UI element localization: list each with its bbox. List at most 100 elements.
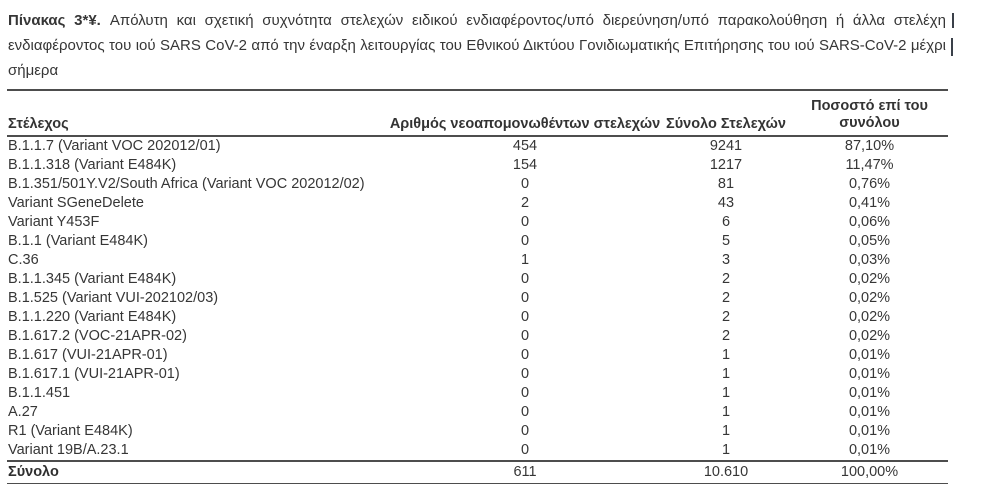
table-row: B.1.1.345 (Variant E484K) 0 2 0,02% [7, 270, 948, 289]
table-caption: Πίνακας 3*¥. Απόλυτη και σχετική συχνότητ… [8, 8, 946, 83]
table-row: B.1.617 (VUI-21APR-01) 0 1 0,01% [7, 346, 948, 365]
new-isolates-cell: 0 [520, 366, 530, 382]
table-row: B.1.1.220 (Variant E484K) 0 2 0,02% [7, 308, 948, 327]
new-isolates-cell: 0 [520, 271, 530, 287]
caption-line-1: Πίνακας 3*¥. Απόλυτη και σχετική συχνότητ… [8, 8, 946, 33]
revision-mark-1 [952, 13, 954, 28]
table-row: Variant 19B/A.23.1 0 1 0,01% [7, 441, 948, 461]
total-strains-cell: 43 [717, 195, 735, 211]
column-header-total-strains: Σύνολο Στελεχών [666, 116, 786, 132]
header-row: Στέλεχος Αριθμός νεοαπομονωθέντων στελεχ… [7, 90, 948, 136]
strain-cell: B.1.1.318 (Variant E484K) [8, 157, 177, 173]
variants-table: Στέλεχος Αριθμός νεοαπομονωθέντων στελεχ… [7, 89, 948, 484]
percent-cell: 0,01% [848, 385, 891, 401]
percent-cell: 0,02% [848, 290, 891, 306]
revision-mark-2 [951, 38, 953, 56]
strain-cell: B.1.1.451 [8, 385, 71, 401]
new-isolates-cell: 0 [520, 214, 530, 230]
table-row: Variant SGeneDelete 2 43 0,41% [7, 194, 948, 213]
table-row: A.27 0 1 0,01% [7, 403, 948, 422]
percent-cell: 0,01% [848, 347, 891, 363]
caption-line-1-text: Απόλυτη και σχετική συχνότητα στελεχών ε… [109, 12, 947, 29]
new-isolates-cell: 0 [520, 385, 530, 401]
table-footer: Σύνολο 611 10.610 100,00% [7, 461, 948, 484]
total-strains-cell: 2 [721, 290, 731, 306]
caption-line-2: ενδιαφέροντος του ιού SARS CoV-2 από την… [8, 37, 946, 54]
strain-cell: Variant 19B/A.23.1 [8, 442, 129, 458]
table-row: B.1.617.1 (VUI-21APR-01) 0 1 0,01% [7, 365, 948, 384]
total-new-isolates: 611 [513, 464, 537, 480]
total-strains-cell: 1 [721, 404, 731, 420]
total-label: Σύνολο [8, 464, 59, 480]
column-header-percent-text: Ποσοστό επί του συνόλου [811, 98, 928, 131]
total-strains-cell: 81 [717, 176, 735, 192]
column-header-new-isolates: Αριθμός νεοαπομονωθέντων στελεχών [389, 116, 661, 132]
new-isolates-cell: 0 [520, 309, 530, 325]
total-row: Σύνολο 611 10.610 100,00% [7, 461, 948, 484]
new-isolates-cell: 0 [520, 290, 530, 306]
new-isolates-cell: 0 [520, 328, 530, 344]
total-strains-cell: 6 [721, 214, 731, 230]
strain-cell: Variant Y453F [8, 214, 100, 230]
table-row: B.1.617.2 (VOC-21APR-02) 0 2 0,02% [7, 327, 948, 346]
percent-cell: 87,10% [844, 138, 895, 154]
table-body: B.1.1.7 (Variant VOC 202012/01) 454 9241… [7, 136, 948, 461]
total-strains-cell: 2 [721, 271, 731, 287]
percent-cell: 0,41% [848, 195, 891, 211]
strain-cell: B.1.617.1 (VUI-21APR-01) [8, 366, 180, 382]
new-isolates-cell: 0 [520, 442, 530, 458]
percent-cell: 11,47% [845, 157, 894, 173]
table-header: Στέλεχος Αριθμός νεοαπομονωθέντων στελεχ… [7, 90, 948, 136]
total-strains-cell: 1 [721, 366, 731, 382]
table-row: B.1.1 (Variant E484K) 0 5 0,05% [7, 232, 948, 251]
new-isolates-cell: 154 [512, 157, 538, 173]
total-strains-cell: 3 [721, 252, 731, 268]
caption-label: Πίνακας 3*¥. [8, 12, 101, 29]
percent-cell: 0,01% [848, 442, 891, 458]
percent-cell: 0,02% [848, 309, 891, 325]
total-strains-cell: 1217 [709, 157, 743, 173]
table-row: R1 (Variant E484K) 0 1 0,01% [7, 422, 948, 441]
total-strains: 10.610 [703, 464, 749, 480]
new-isolates-cell: 0 [520, 423, 530, 439]
document-page: Πίνακας 3*¥. Απόλυτη και σχετική συχνότητ… [0, 8, 982, 484]
total-percent: 100,00% [840, 464, 899, 480]
total-strains-cell: 1 [721, 347, 731, 363]
strain-cell: Variant SGeneDelete [8, 195, 144, 211]
strain-cell: B.1.525 (Variant VUI-202102/03) [8, 290, 219, 306]
percent-cell: 0,01% [848, 366, 891, 382]
column-header-percent: Ποσοστό επί του συνόλου [791, 90, 948, 136]
strain-cell: B.1.1.7 (Variant VOC 202012/01) [8, 138, 221, 154]
table-row: C.36 1 3 0,03% [7, 251, 948, 270]
table-row: B.1.1.318 (Variant E484K) 154 1217 11,47… [7, 156, 948, 175]
table-row: B.1.351/501Y.V2/South Africa (Variant VO… [7, 175, 948, 194]
new-isolates-cell: 0 [520, 233, 530, 249]
total-strains-cell: 2 [721, 328, 731, 344]
total-strains-cell: 1 [721, 442, 731, 458]
total-strains-cell: 9241 [709, 138, 743, 154]
strain-cell: B.1.1 (Variant E484K) [8, 233, 148, 249]
percent-cell: 0,05% [848, 233, 891, 249]
total-strains-cell: 2 [721, 309, 731, 325]
total-strains-cell: 5 [721, 233, 731, 249]
total-strains-cell: 1 [721, 385, 731, 401]
strain-cell: B.1.617.2 (VOC-21APR-02) [8, 328, 187, 344]
total-strains-cell: 1 [721, 423, 731, 439]
table-row: B.1.1.451 0 1 0,01% [7, 384, 948, 403]
table-row: B.1.525 (Variant VUI-202102/03) 0 2 0,02… [7, 289, 948, 308]
new-isolates-cell: 0 [520, 404, 530, 420]
new-isolates-cell: 2 [520, 195, 530, 211]
strain-cell: A.27 [8, 404, 38, 420]
percent-cell: 0,01% [848, 404, 891, 420]
table-row: B.1.1.7 (Variant VOC 202012/01) 454 9241… [7, 136, 948, 156]
strain-cell: B.1.1.220 (Variant E484K) [8, 309, 177, 325]
strain-cell: R1 (Variant E484K) [8, 423, 133, 439]
new-isolates-cell: 0 [520, 347, 530, 363]
percent-cell: 0,03% [848, 252, 891, 268]
percent-cell: 0,76% [848, 176, 891, 192]
new-isolates-cell: 0 [520, 176, 530, 192]
strain-cell: C.36 [8, 252, 39, 268]
percent-cell: 0,02% [848, 271, 891, 287]
strain-cell: B.1.617 (VUI-21APR-01) [8, 347, 168, 363]
column-header-strain: Στέλεχος [8, 116, 69, 132]
